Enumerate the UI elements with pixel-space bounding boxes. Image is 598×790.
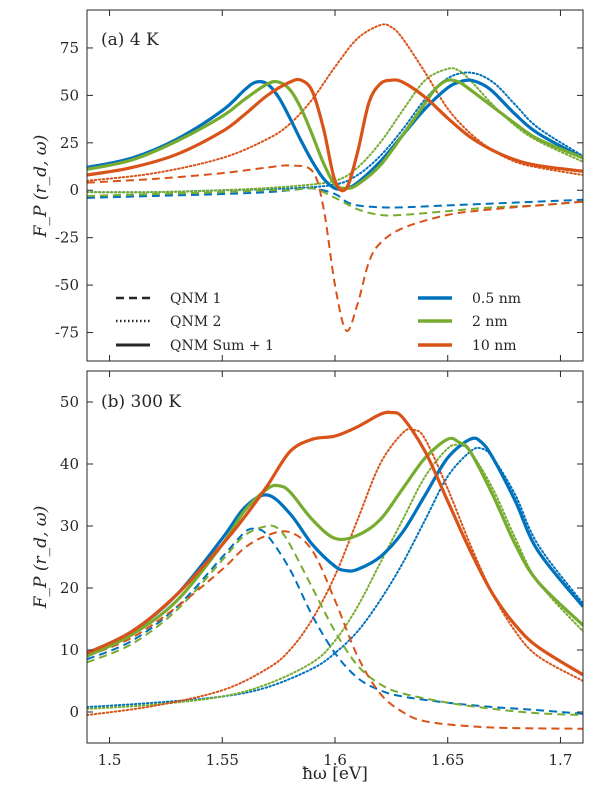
legend-line-styles: QNM 1 QNM 2 QNM Sum + 1: [116, 291, 274, 354]
series-b-dotted-2nm: [87, 443, 583, 710]
panel-a-y-axis-title: F_P (r_d, ω): [31, 135, 51, 239]
legend-label-10nm: 10 nm: [472, 338, 517, 354]
x-axis-title: ħω [eV]: [302, 764, 368, 784]
panel-a-ytick-label-5: 50: [60, 86, 79, 104]
panel-b-curves: [87, 410, 583, 730]
panel-b-ytick-label-1: 10: [60, 641, 79, 659]
panel-b-ytick-label-4: 40: [60, 455, 79, 473]
panel-a-ytick-label-6: 75: [60, 39, 79, 57]
panel-b-xtick-label-0: 1.5: [98, 751, 122, 769]
legend-label-0-5nm: 0.5 nm: [472, 291, 521, 307]
series-a-dashed-2nm: [87, 187, 583, 217]
panel-a-ytick-label-3: 0: [69, 181, 79, 199]
legend-sizes: 0.5 nm 2 nm 10 nm: [418, 291, 521, 354]
panel-a-ytick-label-2: -25: [55, 229, 79, 247]
panel-a-ytick-label-4: 25: [60, 134, 79, 152]
panel-a-y-axis-title-text: F_P (r_d, ω): [31, 135, 51, 239]
series-a-dashed-10nm: [87, 164, 583, 332]
series-b-solid-0-5nm: [87, 436, 583, 655]
panel-a-label: (a) 4 K: [101, 30, 159, 50]
legend-label-2nm: 2 nm: [472, 314, 508, 330]
series-b-solid-10nm: [87, 410, 583, 677]
panel-b-xtick-label-3: 1.65: [431, 751, 464, 769]
panel-b-axes-frame: [86, 370, 584, 744]
panel-b-300k: 1.5 1.55 1.6 1.65 1.7 0 10 20 30 40 50 (b) 300 K F…: [31, 370, 584, 784]
panel-b-ytick-label-3: 30: [60, 517, 79, 535]
series-b-dashed-2nm: [87, 524, 583, 717]
legend-label-qnm2: QNM 2: [170, 314, 221, 330]
legend-label-qnm-sum: QNM Sum + 1: [170, 338, 274, 354]
series-a-solid-10nm: [87, 77, 583, 193]
panel-b-y-axis-title: F_P (r_d, ω): [31, 506, 51, 610]
panel-a-ytick-label-1: -50: [55, 276, 79, 294]
series-a-dotted-2nm: [87, 67, 583, 194]
panel-b-xtick-label-1: 1.55: [206, 751, 239, 769]
series-b-dashed-10nm: [87, 530, 583, 730]
legend-label-qnm1: QNM 1: [170, 291, 221, 307]
panel-b-ytick-label-2: 20: [60, 579, 79, 597]
series-a-dotted-0-5nm: [87, 71, 583, 194]
panel-b-ytick-label-5: 50: [60, 393, 79, 411]
panel-b-xtick-label-2: 1.6: [323, 751, 347, 769]
panel-b-ticks: 1.5 1.55 1.6 1.65 1.7 0 10 20 30 40 50: [60, 371, 583, 769]
panel-b-xtick-label-4: 1.7: [549, 751, 573, 769]
panel-b-y-axis-title-text: F_P (r_d, ω): [31, 506, 51, 610]
panel-a-ytick-label-0: -75: [55, 324, 79, 342]
panel-b-ytick-label-0: 0: [69, 703, 79, 721]
series-a-dashed-0-5nm: [87, 187, 583, 209]
panel-a-4k: -75 -50 -25 0 25 50 75 (a) 4 K QNM 1 QNM 2 QNM…: [31, 9, 584, 362]
panel-b-label: (b) 300 K: [101, 392, 181, 412]
panel-a-ticks: -75 -50 -25 0 25 50 75: [55, 10, 583, 361]
series-b-dotted-10nm: [87, 427, 583, 717]
panel-a-curves: [87, 23, 583, 332]
